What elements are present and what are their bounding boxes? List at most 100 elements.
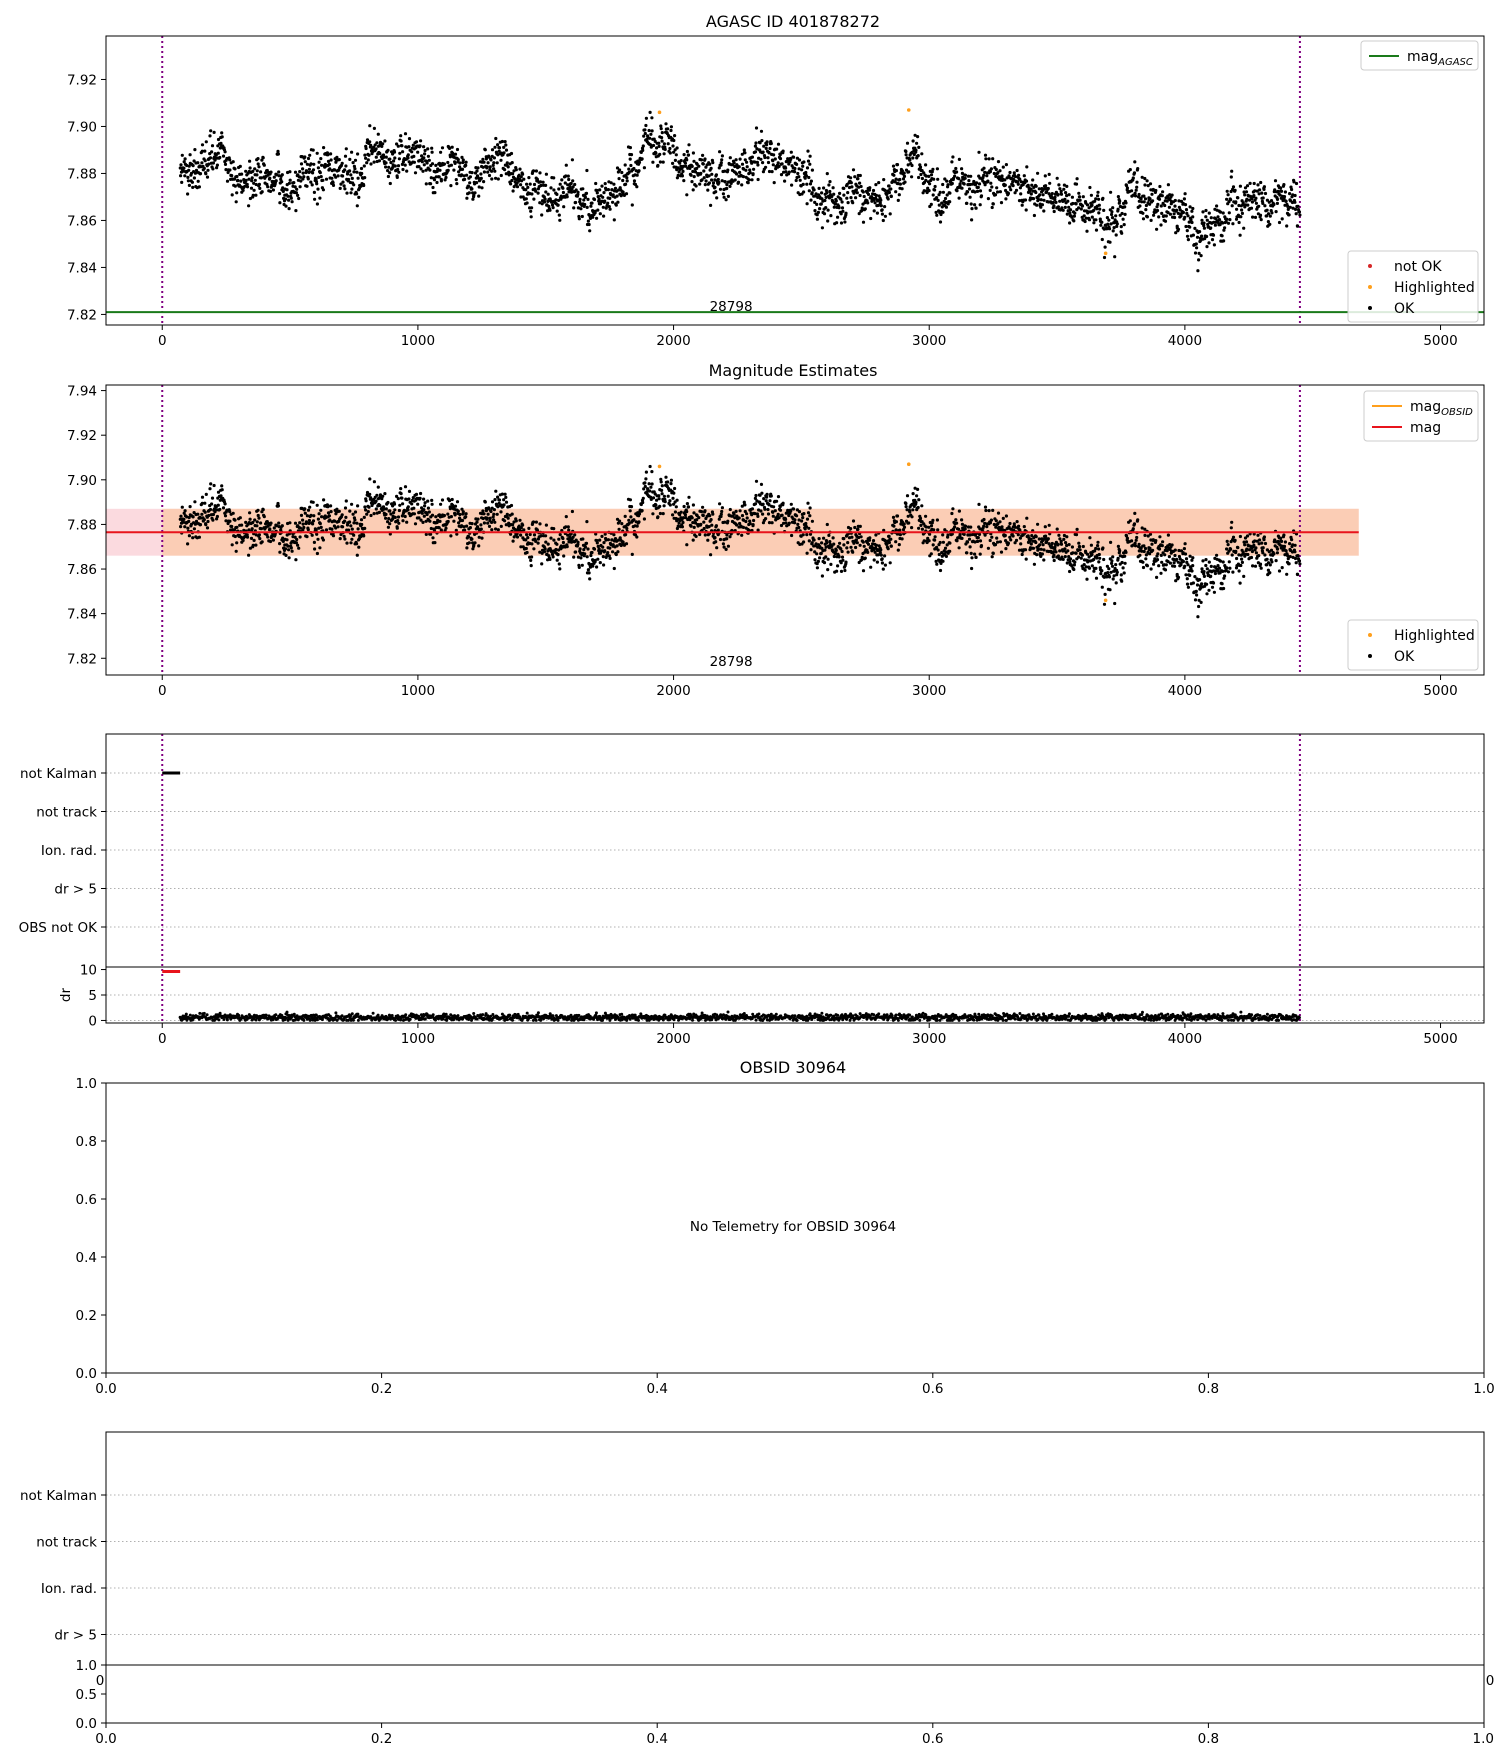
ok-point [1203, 237, 1207, 241]
ok-point [491, 515, 495, 519]
ok-point [219, 494, 223, 498]
ok-point [867, 188, 872, 192]
ok-point [918, 165, 923, 169]
ok-point [470, 187, 474, 191]
ok-point [1273, 179, 1278, 183]
ok-point [910, 526, 914, 530]
ok-point [1041, 193, 1045, 197]
ok-point [822, 212, 827, 216]
panel-title: Magnitude Estimates [709, 361, 878, 380]
ok-point [1012, 522, 1016, 526]
ok-point [1252, 194, 1256, 198]
ok-point [561, 536, 565, 541]
ok-point [916, 154, 920, 158]
ok-point [627, 518, 631, 522]
ok-point [1062, 187, 1066, 191]
ok-point [1236, 196, 1240, 200]
ok-point [296, 178, 300, 182]
ok-point [804, 174, 809, 178]
ok-point [384, 516, 388, 520]
ok-point [1282, 183, 1286, 187]
ok-point [669, 482, 673, 486]
ok-point [1008, 170, 1012, 175]
ok-point [1024, 208, 1028, 212]
ok-point [1053, 547, 1057, 551]
ok-point [562, 554, 566, 558]
ok-point [219, 141, 223, 145]
ok-point [735, 523, 739, 527]
ok-point [205, 526, 210, 530]
ok-point [598, 561, 602, 565]
ok-point [417, 516, 421, 520]
ok-point [793, 518, 797, 522]
ok-point [737, 165, 741, 169]
ok-point [1124, 183, 1129, 188]
ok-point [473, 541, 477, 545]
ok-point [775, 147, 779, 151]
ok-point [554, 547, 558, 552]
ok-point [784, 521, 788, 525]
ok-point [1022, 525, 1026, 529]
ok-point [982, 524, 986, 528]
ok-point [931, 167, 935, 171]
ok-point [1017, 199, 1022, 203]
ok-point [1198, 230, 1202, 234]
ok-point [239, 179, 243, 183]
ok-point [367, 153, 371, 157]
ok-point [424, 519, 428, 523]
ok-point [269, 170, 273, 174]
ok-point [179, 525, 183, 529]
ok-point [468, 175, 472, 179]
ok-point [600, 184, 604, 188]
ok-point [1110, 216, 1115, 220]
ok-point [496, 177, 500, 181]
ok-point [1074, 202, 1078, 206]
ok-point [588, 229, 592, 233]
ok-point [233, 534, 237, 539]
ok-point [790, 533, 794, 538]
ok-point [779, 523, 784, 528]
legend-dot-swatch [1368, 306, 1372, 310]
ok-point [722, 195, 726, 199]
ok-point [1034, 184, 1038, 188]
ok-point [1077, 541, 1081, 545]
ok-point [429, 182, 433, 186]
ok-point [449, 515, 453, 519]
ok-point [916, 487, 920, 491]
ok-point [1265, 214, 1269, 218]
ok-point [1226, 193, 1230, 197]
ok-point [311, 519, 316, 523]
ok-point [771, 163, 775, 167]
ok-point [764, 165, 768, 169]
ok-point [419, 491, 423, 496]
ok-point [805, 517, 810, 521]
ok-point [258, 537, 262, 541]
ok-point [1156, 202, 1160, 206]
ok-point [1157, 215, 1161, 219]
ok-point [841, 209, 845, 213]
ok-point [293, 185, 297, 189]
ok-point [289, 196, 293, 200]
ok-point [806, 511, 811, 515]
ok-point [1029, 542, 1033, 546]
ok-point [1283, 190, 1287, 194]
ok-point [801, 164, 805, 168]
ok-point [681, 164, 686, 168]
ok-point [250, 527, 254, 531]
ok-point [494, 136, 498, 141]
ok-point [1284, 199, 1288, 203]
ok-point [1102, 208, 1106, 212]
ok-point [463, 528, 467, 532]
ok-point [1291, 206, 1295, 210]
ok-point [424, 182, 428, 186]
ok-point [473, 191, 477, 195]
ok-point [983, 153, 988, 157]
ok-point [1141, 211, 1145, 215]
ok-point [1016, 182, 1020, 186]
ok-point [854, 188, 859, 192]
ok-point [881, 567, 885, 571]
ok-point [580, 563, 584, 567]
ok-point [1013, 191, 1017, 195]
ok-point [820, 541, 824, 545]
ok-point [948, 541, 952, 545]
